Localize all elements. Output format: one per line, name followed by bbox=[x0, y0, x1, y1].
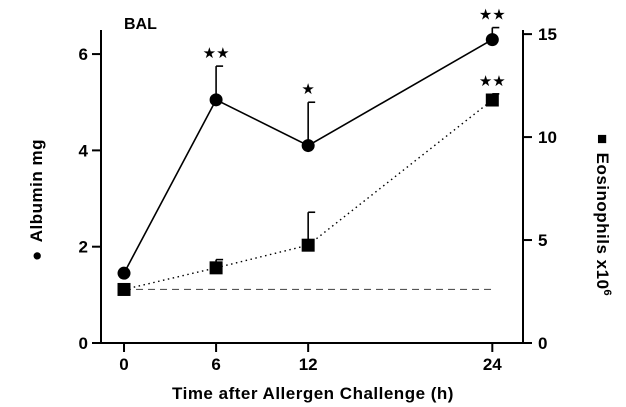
right-y-ticks: 0 5 10 15 bbox=[523, 25, 557, 353]
x-axis-title: Time after Allergen Challenge (h) bbox=[172, 384, 454, 403]
left-y-tick-label: 0 bbox=[79, 334, 88, 353]
x-ticks: 0 6 12 24 bbox=[119, 343, 502, 374]
chart-title: BAL bbox=[124, 16, 157, 33]
circle-data-point bbox=[209, 93, 223, 107]
square-marker-symbol: ■ bbox=[593, 134, 612, 145]
left-y-tick-label: 6 bbox=[79, 45, 88, 64]
right-y-tick-label: 15 bbox=[538, 25, 557, 44]
circle-significance-label: ★★ bbox=[479, 6, 506, 24]
right-y-tick-label: 10 bbox=[538, 128, 557, 147]
square-data-point bbox=[301, 238, 315, 252]
circle-significance-label: ★★ bbox=[203, 44, 230, 62]
right-y-axis-title-group: ■ Eosinophils x106 bbox=[593, 134, 613, 296]
circle-data-point bbox=[301, 139, 315, 153]
left-y-tick-label: 2 bbox=[79, 238, 88, 257]
circle-data-point bbox=[485, 33, 499, 47]
right-y-tick-label: 0 bbox=[538, 334, 547, 353]
left-y-tick-label: 4 bbox=[79, 141, 89, 160]
circle-significance-label: ★ bbox=[301, 80, 314, 98]
x-tick-label: 6 bbox=[211, 355, 220, 374]
right-y-axis-title: ■ Eosinophils x106 bbox=[593, 134, 613, 296]
right-y-tick-label: 5 bbox=[538, 231, 547, 250]
square-data-point bbox=[209, 261, 223, 275]
left-y-axis-title-group: ● Albumin mg bbox=[27, 139, 46, 261]
left-y-axis-label: Albumin mg bbox=[27, 139, 46, 242]
x-tick-label: 12 bbox=[299, 355, 318, 374]
circle-marker-symbol: ● bbox=[27, 250, 46, 261]
square-data-point bbox=[485, 93, 499, 107]
circle-data-point bbox=[117, 266, 131, 280]
square-data-point bbox=[117, 282, 131, 296]
left-y-axis-title: ● Albumin mg bbox=[27, 139, 46, 261]
circle-series-line bbox=[123, 38, 493, 274]
x-tick-label: 0 bbox=[119, 355, 128, 374]
square-significance-label: ★★ bbox=[479, 72, 506, 90]
x-tick-label: 24 bbox=[483, 355, 502, 374]
right-y-axis-exponent: 6 bbox=[601, 290, 613, 297]
left-y-ticks: 0 2 4 6 bbox=[79, 45, 101, 353]
right-y-axis-label: Eosinophils x10 bbox=[593, 153, 612, 290]
plot-area: ★★★★★★★ bbox=[117, 6, 506, 296]
